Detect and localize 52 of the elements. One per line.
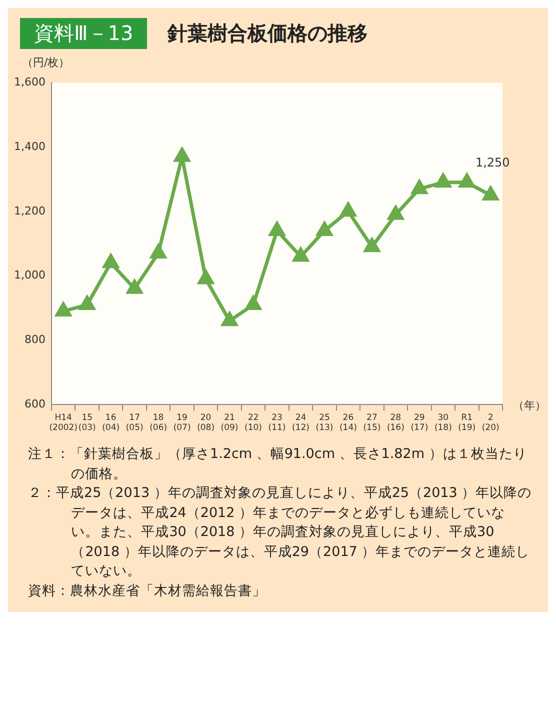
y-tick-label: 600 bbox=[24, 397, 46, 410]
x-tick-label: 18 (06) bbox=[150, 412, 168, 434]
point bbox=[412, 180, 428, 194]
x-tick-label: 24 (12) bbox=[292, 412, 310, 434]
y-tick-label: 800 bbox=[24, 333, 46, 346]
point bbox=[364, 238, 380, 252]
x-tick-label: 15 (03) bbox=[78, 412, 96, 434]
point bbox=[103, 254, 119, 268]
x-tick-label: 2 (20) bbox=[482, 412, 500, 434]
text: 資料：農林水産省「木材需給報告書」 bbox=[28, 582, 267, 601]
x-tick-label: 16 (04) bbox=[102, 412, 120, 434]
point bbox=[126, 280, 142, 294]
x-tick-label: 27 (15) bbox=[363, 412, 381, 434]
x-axis-title: （年） bbox=[513, 398, 546, 413]
x-tick-label: 30 (18) bbox=[434, 412, 452, 434]
x-tick-label: 23 (11) bbox=[268, 412, 286, 434]
point bbox=[269, 222, 285, 236]
point bbox=[292, 248, 309, 262]
x-tick-label: 25 (13) bbox=[316, 412, 334, 434]
annotation: 1,250 bbox=[475, 155, 510, 170]
text: 注１：「針葉樹合板」（厚さ1.2cm 、幅91.0cm 、長さ1.82m ）は１枚当たりの価格。 bbox=[28, 445, 528, 484]
x-tick-label: 19 (07) bbox=[173, 412, 191, 434]
x-tick-label: 17 (05) bbox=[126, 412, 144, 434]
chart-subtitle: 資料Ⅲ－13 bbox=[20, 18, 148, 49]
point bbox=[222, 312, 238, 326]
point bbox=[340, 202, 356, 217]
x-tick-label: 26 (14) bbox=[339, 412, 357, 434]
point bbox=[79, 296, 95, 310]
x-tick-label: 29 (17) bbox=[410, 412, 428, 434]
x-tick-label: H14 (2002) bbox=[49, 412, 78, 434]
point bbox=[198, 270, 214, 284]
point bbox=[388, 206, 404, 220]
point bbox=[482, 186, 498, 201]
y-tick-label: 1,200 bbox=[14, 204, 46, 218]
y-tick-label: 1,400 bbox=[14, 140, 46, 153]
x-tick-label: 20 (08) bbox=[197, 412, 215, 434]
y-axis-title: （円/枚） bbox=[21, 55, 71, 70]
point bbox=[174, 148, 190, 162]
point bbox=[459, 174, 475, 188]
x-tick-label: 28 (16) bbox=[386, 412, 404, 434]
text: ２：平成25（2013 ）年の調査対象の見直しにより、平成25（2013 ）年以降のデータは、平成24（2012 ）年までのデータと必ずしも連続していない。また、平成30（2018 ）年の調査対象の見直しにより、平成30（2018 ）年以降のデータは、平成29（2017 ）年までのデータと連続していない。 bbox=[28, 484, 532, 582]
point bbox=[150, 244, 166, 259]
x-tick-label: 22 (10) bbox=[244, 412, 262, 434]
point bbox=[56, 302, 72, 316]
chart-title: 針葉樹合板価格の推移 bbox=[167, 20, 368, 47]
y-tick-label: 1,600 bbox=[14, 75, 46, 88]
point bbox=[245, 296, 262, 310]
y-tick-label: 1,000 bbox=[14, 268, 46, 282]
point bbox=[435, 174, 451, 188]
point bbox=[316, 222, 332, 236]
x-tick-label: R1 (19) bbox=[458, 412, 476, 434]
x-tick-label: 21 (09) bbox=[220, 412, 238, 434]
